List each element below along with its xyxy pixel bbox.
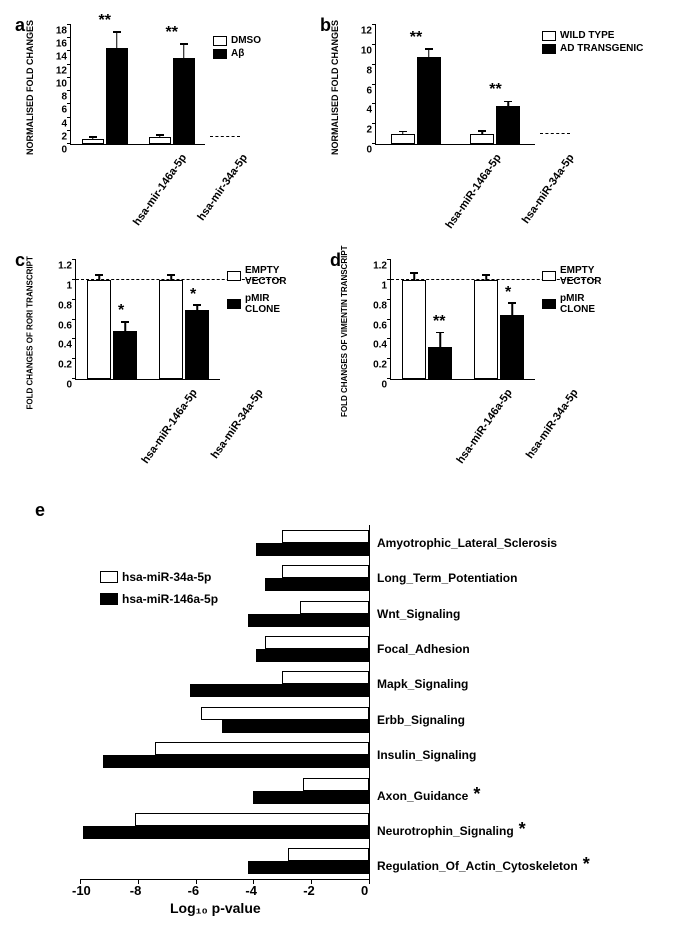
panel-a-y-label: NORMALISED FOLD CHANGES [25,15,35,155]
hbar-146a [253,791,369,804]
hbar-34a [282,565,369,578]
bar [87,280,111,379]
panel-b-y-label: NORMALISED FOLD CHANGES [330,15,340,155]
x-tick-label: hsa-mir-34a-5p [195,152,250,223]
hbar-34a [303,778,369,791]
hbar-34a [155,742,369,755]
x-tick-label: hsa-mir-146a-5p [130,152,188,228]
bar [417,57,441,144]
panel-d: d FOLD CHANGES OF VIMENTIN TRANSCRIPT 00… [330,250,630,450]
pathway-label: Neurotrophin_Signaling * [377,819,526,840]
bar [428,347,452,379]
x-tick-label: hsa-miR-34a-5p [520,152,577,226]
hbar-34a [282,671,369,684]
hbar-146a [248,614,369,627]
legend-pmir-d: pMIRCLONE [560,293,595,315]
x-tick-label: hsa-miR-34a-5p [524,387,581,461]
hbar-34a [282,530,369,543]
panel-b: b NORMALISED FOLD CHANGES 024681012hsa-m… [320,15,660,210]
panel-a: a NORMALISED FOLD CHANGES 02468101214161… [15,15,295,210]
panel-e-label: e [35,500,45,521]
hbar-146a [256,543,369,556]
pathway-label: Erbb_Signaling [377,713,465,727]
bar [474,280,498,379]
panel-c: c FOLD CHANGES OF RORI TRANSCRIPT 00.20.… [15,250,305,450]
bar [185,310,209,379]
bar [500,315,524,379]
x-tick-label: hsa-miR-146a-5p [443,152,503,231]
hbar-34a [135,813,369,826]
bar [82,139,104,144]
legend-empty-d: EMPTYVECTOR [560,265,602,287]
pathway-label: Insulin_Signaling [377,748,476,762]
panel-e-x-label: Log₁₀ p-value [170,900,261,916]
hbar-34a [201,707,369,720]
bar [159,280,183,379]
bar [402,280,426,379]
hbar-146a [222,720,369,733]
x-tick-label: hsa-miR-146a-5p [455,387,515,466]
x-tick-label: hsa-miR-146a-5p [140,387,200,466]
panel-c-plot: 00.20.40.60.811.2hsa-miR-146a-5phsa-miR-… [75,260,220,380]
hbar-146a [103,755,369,768]
panel-d-legend: EMPTYVECTOR pMIRCLONE [542,265,602,317]
hbar-146a [265,578,369,591]
panel-a-plot: 024681012141618hsa-mir-146a-5p**hsa-mir-… [70,25,205,145]
bar [496,106,520,144]
panel-a-legend: DMSO Aβ [213,35,261,61]
hbar-34a [265,636,369,649]
bar [391,134,415,144]
bar [470,134,494,144]
pathway-label: Axon_Guidance * [377,784,480,805]
pathway-label: Regulation_Of_Actin_Cytoskeleton * [377,854,590,875]
bar [149,137,171,144]
bar [113,331,137,379]
x-tick-label: hsa-miR-34a-5p [209,387,266,461]
pathway-label: Focal_Adhesion [377,642,470,656]
legend-146a: hsa-miR-146a-5p [122,592,218,606]
legend-ad: AD TRANSGENIC [560,43,643,54]
hbar-146a [83,826,369,839]
legend-pmir: pMIRCLONE [245,293,280,315]
hbar-34a [300,601,369,614]
hbar-34a [288,848,369,861]
panel-b-legend: WILD TYPE AD TRANSGENIC [542,30,643,56]
panel-c-legend: EMPTYVECTOR pMIRCLONE [227,265,287,317]
legend-wt: WILD TYPE [560,30,614,41]
panel-e: e -10-8-6-4-20Amyotrophic_Lateral_Sclero… [15,500,670,930]
pathway-label: Long_Term_Potentiation [377,571,517,585]
panel-e-legend: hsa-miR-34a-5p hsa-miR-146a-5p [100,570,218,608]
panel-d-y-label: FOLD CHANGES OF VIMENTIN TRANSCRIPT [340,232,349,417]
bar [106,48,128,144]
legend-abeta: Aβ [231,48,244,59]
pathway-label: Amyotrophic_Lateral_Sclerosis [377,536,557,550]
panel-b-plot: 024681012hsa-miR-146a-5p**hsa-miR-34a-5p… [375,25,535,145]
pathway-label: Wnt_Signaling [377,607,460,621]
hbar-146a [256,649,369,662]
legend-empty: EMPTYVECTOR [245,265,287,287]
legend-dmso: DMSO [231,35,261,46]
panel-c-y-label: FOLD CHANGES OF RORI TRANSCRIPT [26,240,35,410]
hbar-146a [190,684,369,697]
hbar-146a [248,861,369,874]
legend-34a: hsa-miR-34a-5p [122,570,211,584]
pathway-label: Mapk_Signaling [377,677,468,691]
panel-d-plot: 00.20.40.60.811.2hsa-miR-146a-5phsa-miR-… [390,260,535,380]
panel-c-label: c [15,250,25,271]
bar [173,58,195,144]
panel-a-label: a [15,15,25,36]
